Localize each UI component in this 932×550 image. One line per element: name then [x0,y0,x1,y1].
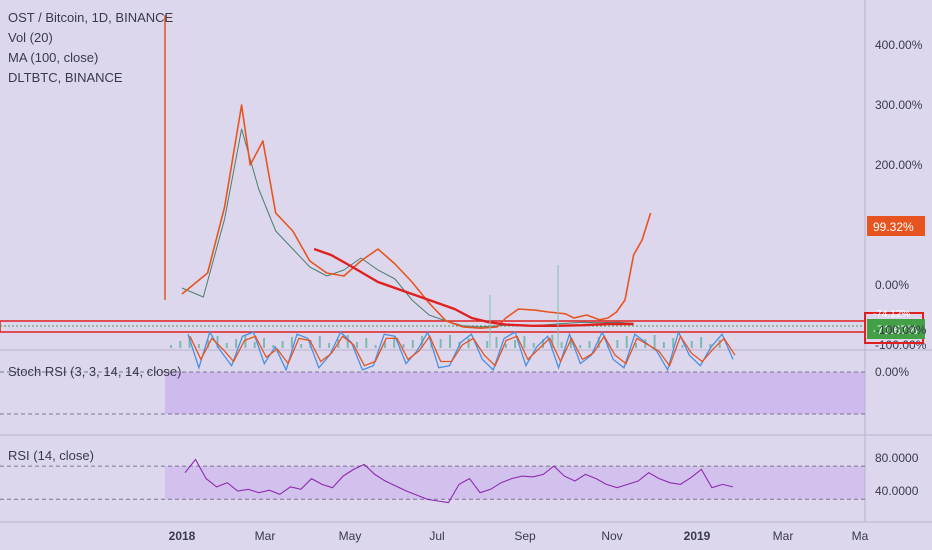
main-legend: OST / Bitcoin, 1D, BINANCE Vol (20) MA (… [8,8,173,88]
legend-ma[interactable]: MA (100, close) [8,50,99,65]
legend-symbol[interactable]: OST / Bitcoin, 1D, BINANCE [8,10,174,25]
volume-bar [263,338,265,348]
volume-bar [514,340,517,348]
stoch-y-tick-label: 0.00% [875,365,909,379]
price-badge-ma: -74.12% [873,309,910,320]
y-tick-label: -100.00% [875,338,927,352]
volume-bar [653,335,656,348]
volume-bar [616,340,619,348]
volume-bar [551,335,554,348]
volume-bar [662,342,665,348]
x-tick-label: Ma [852,529,869,543]
price-badge-dltbtc: 99.32% [873,220,914,234]
volume-bar [356,342,358,348]
stoch-y-tick-label: -100.00% [875,323,927,337]
volume-bar [346,335,349,348]
volume-bar [244,335,247,348]
volume-bar [486,341,489,348]
volume-bar [672,338,675,348]
volume-bar [588,341,591,348]
price-badge-ost: -71.67% [873,323,918,337]
volume-bar [197,344,200,348]
volume-bar [681,345,684,348]
volume-bar [597,337,600,348]
y-tick-label: 400.00% [875,38,923,52]
series-line-ma100 [313,247,634,327]
volume-bar [495,337,498,348]
y-tick-label: 0.00% [875,278,909,292]
volume-bar [560,342,563,348]
volume-bar [290,337,293,348]
volume-bar [170,345,172,348]
x-tick-label: Jul [429,529,444,543]
stoch-d-line [189,334,736,368]
volume-bar [374,345,377,348]
legend-compare[interactable]: DLTBTC, BINANCE [8,70,123,85]
volume-bar [188,337,191,348]
volume-bar [281,341,284,348]
volume-bar [449,335,451,348]
volume-bar [272,345,275,348]
series-line-dltbtc [181,104,652,329]
y-tick-label: 200.00% [875,158,923,172]
volume-bar [635,343,637,348]
x-tick-label: Mar [255,529,276,543]
price-badge-ost-bg [867,319,925,339]
volume-bar [709,344,712,348]
stoch-legend[interactable]: Stoch RSI (3, 3, 14, 14, close) [8,364,182,379]
volume-bar [216,336,219,348]
volume-bar [700,337,703,348]
rsi-line [184,458,734,504]
volume-bar [300,344,303,348]
volume-bar [579,345,582,348]
x-tick-label: 2018 [169,529,196,543]
volume-bar [542,339,544,348]
volume-bar [365,338,368,348]
volume-bar [504,344,507,348]
volume-bar [467,338,470,348]
volume-bar [690,341,693,348]
volume-bar [569,338,572,348]
rsi-legend[interactable]: RSI (14, close) [8,448,94,463]
volume-bar [402,344,405,348]
rsi-band [165,466,865,500]
volume-bar [393,337,396,348]
volume-bar [179,341,182,348]
x-tick-label: Mar [773,529,794,543]
volume-bar [718,340,721,348]
volume-bar [328,343,331,348]
volume-bar [225,343,228,348]
x-tick-label: May [339,529,362,543]
rsi-y-tick-label: 80.0000 [875,451,919,465]
stoch-band [165,372,865,414]
volume-bar [235,339,238,348]
series-line-ost-candles [181,128,634,328]
volume-bar [523,336,526,348]
x-tick-label: 2019 [684,529,711,543]
volume-bar [253,342,256,348]
volume-bar [625,336,628,348]
y-tick-label: 300.00% [875,98,923,112]
volume-bar [383,341,386,348]
volume-bar [411,340,414,348]
price-badge-dltbtc-bg [867,216,925,236]
stoch-k-line [187,330,734,372]
x-tick-label: Nov [601,529,622,543]
volume-bar [532,343,535,348]
volume-bar [439,339,442,348]
legend-vol[interactable]: Vol (20) [8,30,53,45]
volume-bar [318,336,321,348]
x-tick-label: Sep [514,529,536,543]
rsi-y-tick-label: 40.0000 [875,484,919,498]
